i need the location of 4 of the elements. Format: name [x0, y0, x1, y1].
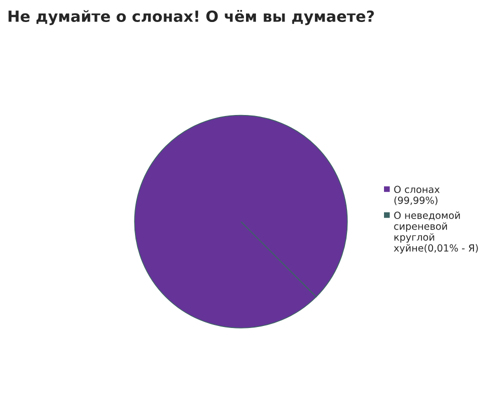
chart-title: Не думайте о слонах! О чём вы думаете?: [8, 10, 374, 26]
legend-label: О неведомой сиреневой круглой хуйне(0,01% - Я): [394, 212, 478, 254]
pie-slice: [134, 114, 348, 328]
legend-label: О слонах (99,99%): [394, 186, 440, 206]
